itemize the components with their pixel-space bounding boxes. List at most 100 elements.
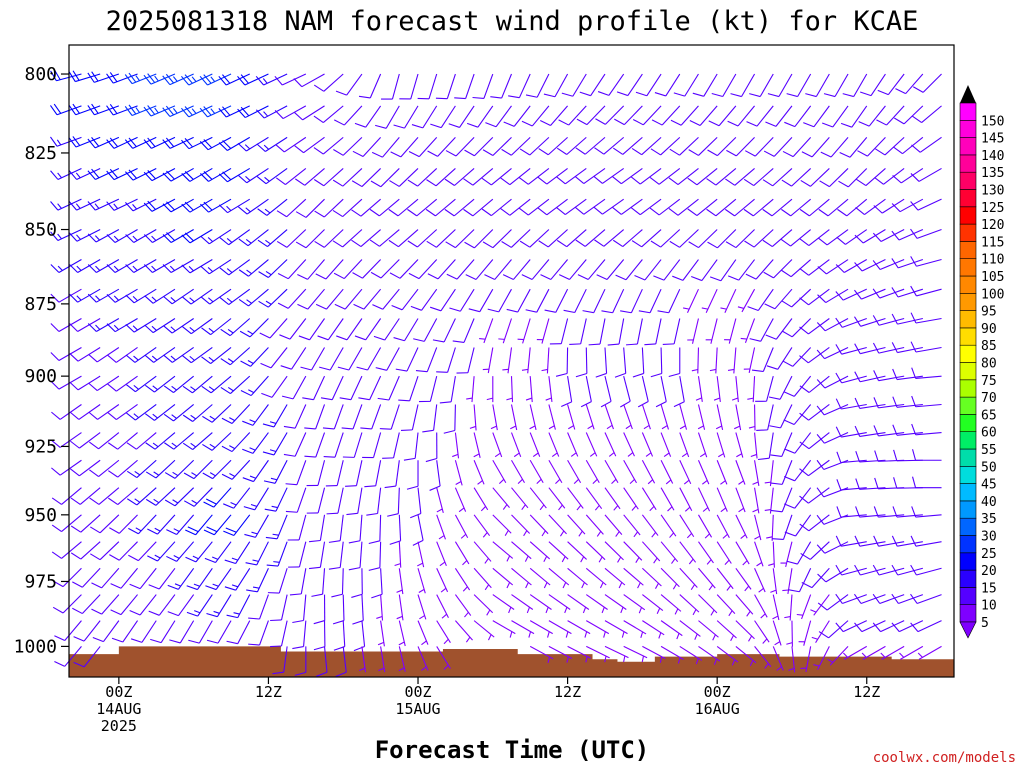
barb-full-flag	[651, 119, 663, 126]
barb-shaft	[604, 105, 625, 125]
barb-half-flag	[708, 584, 714, 591]
barb-full-flag	[182, 442, 193, 450]
wind-barb	[351, 229, 381, 247]
wind-barb	[772, 646, 784, 671]
wind-barb	[910, 341, 942, 353]
barb-shaft	[317, 487, 326, 514]
barb-shaft	[263, 73, 288, 86]
wind-barb	[595, 105, 625, 125]
colorbar-segment	[959, 379, 977, 398]
wind-barb	[342, 432, 363, 458]
wind-barb	[817, 567, 849, 583]
barb-full-flag	[422, 429, 434, 433]
barb-shaft	[853, 73, 868, 97]
barb-shaft	[722, 73, 737, 97]
barb-full-flag	[426, 179, 437, 187]
wind-barb	[389, 514, 402, 545]
barb-half-flag	[208, 327, 215, 333]
wind-barb	[218, 73, 250, 86]
wind-barb	[695, 376, 703, 402]
barb-full-flag	[749, 93, 761, 98]
barb-shaft	[188, 136, 213, 150]
barb-shaft	[417, 568, 426, 594]
barb-full-flag	[224, 586, 236, 591]
barb-full-flag	[688, 241, 699, 249]
barb-shaft	[716, 541, 732, 564]
barb-shaft	[209, 259, 232, 275]
barb-shaft	[660, 136, 681, 156]
barb-shaft	[921, 105, 942, 124]
barb-shaft	[649, 288, 662, 313]
barb-shaft	[174, 487, 195, 507]
barb-full-flag	[184, 106, 193, 116]
wind-barb	[181, 259, 213, 274]
wind-barb	[238, 288, 269, 307]
barb-full-flag	[346, 512, 358, 516]
barb-half-flag	[208, 386, 215, 391]
wind-barb	[623, 567, 644, 589]
barb-full-flag	[68, 232, 78, 242]
barb-shaft	[791, 288, 812, 308]
barb-half-flag	[525, 397, 533, 401]
barb-shaft	[235, 567, 251, 591]
wind-barb	[604, 487, 621, 511]
barb-shaft	[916, 567, 942, 576]
wind-barb	[109, 514, 138, 534]
wind-barb	[143, 198, 176, 212]
barb-half-flag	[565, 631, 569, 638]
barb-half-flag	[151, 355, 158, 361]
barb-shaft	[807, 347, 830, 364]
barb-full-flag	[911, 395, 917, 407]
wind-barb	[68, 167, 101, 180]
barb-full-flag	[537, 176, 548, 185]
barb-shaft	[585, 404, 595, 430]
wind-barb	[396, 568, 404, 595]
wind-barb	[768, 375, 793, 400]
barb-shaft	[847, 168, 868, 188]
barb-shaft	[247, 229, 269, 247]
barb-full-flag	[388, 208, 399, 217]
terrain-fill	[69, 646, 954, 677]
barb-full-flag	[389, 180, 400, 187]
wind-barb	[576, 105, 606, 126]
barb-full-flag	[304, 455, 316, 458]
barb-shaft	[760, 318, 774, 342]
barb-shaft	[511, 541, 532, 560]
barb-shaft	[384, 318, 400, 341]
barb-shaft	[170, 167, 194, 182]
wind-barb	[124, 167, 157, 181]
wind-barb	[50, 198, 82, 211]
barb-full-flag	[259, 332, 271, 339]
wind-barb	[202, 404, 232, 423]
barb-full-flag	[206, 639, 219, 644]
barb-shaft	[622, 136, 643, 155]
colorbar-segment	[959, 431, 977, 450]
wind-barb	[799, 404, 830, 421]
barb-shaft	[113, 167, 138, 181]
wind-barb	[768, 541, 775, 568]
wind-barb	[781, 198, 812, 217]
wind-barb	[70, 432, 101, 449]
wind-barb	[623, 432, 635, 457]
barb-half-flag	[510, 425, 517, 430]
barb-half-flag	[621, 631, 625, 638]
barb-shaft	[426, 347, 438, 372]
wind-barb	[472, 73, 494, 100]
y-tick-label: 850	[24, 220, 57, 241]
barb-shaft	[315, 404, 326, 430]
barb-shaft	[193, 487, 213, 507]
wind-barb	[781, 259, 812, 278]
wind-barb	[109, 541, 138, 561]
barb-shaft	[715, 347, 718, 374]
wind-barb	[246, 568, 269, 593]
wind-barb	[393, 318, 419, 342]
wind-barb	[679, 404, 688, 430]
barb-shaft	[608, 73, 625, 96]
barb-half-flag	[154, 554, 161, 559]
barb-half-flag	[686, 533, 692, 539]
barb-shaft	[794, 432, 812, 454]
barb-full-flag	[892, 396, 898, 408]
barb-shaft	[861, 288, 886, 300]
barb-shaft	[169, 136, 194, 149]
wind-barb	[574, 168, 606, 184]
